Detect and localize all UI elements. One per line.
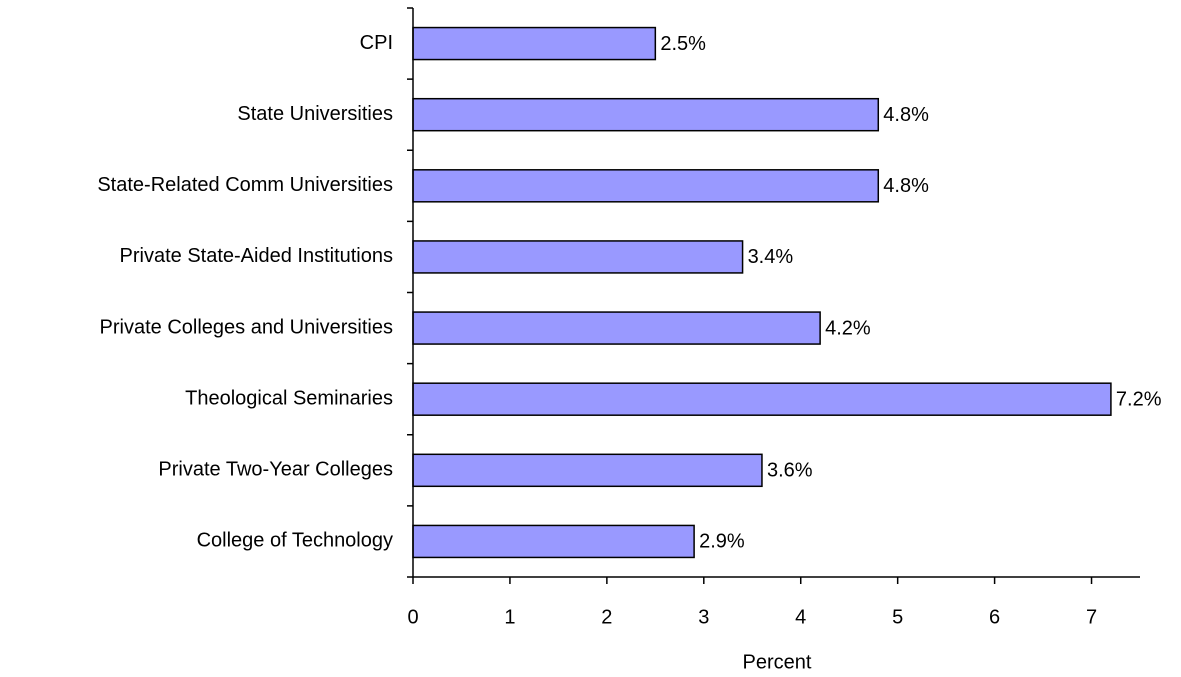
x-axis-label: Percent bbox=[743, 651, 812, 673]
x-tick-label: 2 bbox=[601, 606, 612, 628]
bar bbox=[412, 169, 880, 203]
x-tick-label: 3 bbox=[698, 606, 709, 628]
bar bbox=[412, 453, 763, 488]
y-tick-label: CPI bbox=[360, 32, 393, 54]
value-label: 2.5% bbox=[660, 33, 706, 55]
bar bbox=[412, 97, 880, 132]
x-tick-label: 0 bbox=[407, 606, 418, 628]
value-label: 3.6% bbox=[767, 460, 813, 482]
bar bbox=[412, 382, 1112, 416]
value-label: 4.2% bbox=[825, 317, 871, 339]
y-tick-label: Private State-Aided Institutions bbox=[120, 245, 393, 267]
value-label: 4.8% bbox=[883, 175, 929, 197]
value-label: 7.2% bbox=[1116, 388, 1162, 410]
x-tick-label: 4 bbox=[795, 606, 806, 628]
value-label: 4.8% bbox=[883, 104, 929, 126]
value-label: 3.4% bbox=[748, 246, 794, 268]
bar bbox=[412, 240, 744, 274]
x-tick-label: 1 bbox=[504, 606, 515, 628]
x-tick-label: 5 bbox=[892, 606, 903, 628]
y-tick-label: Theological Seminaries bbox=[185, 387, 393, 409]
y-tick-label: State-Related Comm Universities bbox=[97, 174, 393, 196]
bar bbox=[412, 311, 821, 345]
y-tick-label: Private Two-Year Colleges bbox=[158, 459, 393, 481]
value-label: 2.9% bbox=[699, 531, 745, 553]
x-tick-label: 6 bbox=[989, 606, 1000, 628]
y-tick-label: State Universities bbox=[237, 103, 393, 125]
x-tick-label: 7 bbox=[1086, 606, 1097, 628]
bar bbox=[412, 524, 695, 559]
y-tick-label: Private Colleges and Universities bbox=[100, 316, 393, 338]
bar bbox=[412, 26, 657, 61]
y-tick-label: College of Technology bbox=[197, 530, 393, 552]
